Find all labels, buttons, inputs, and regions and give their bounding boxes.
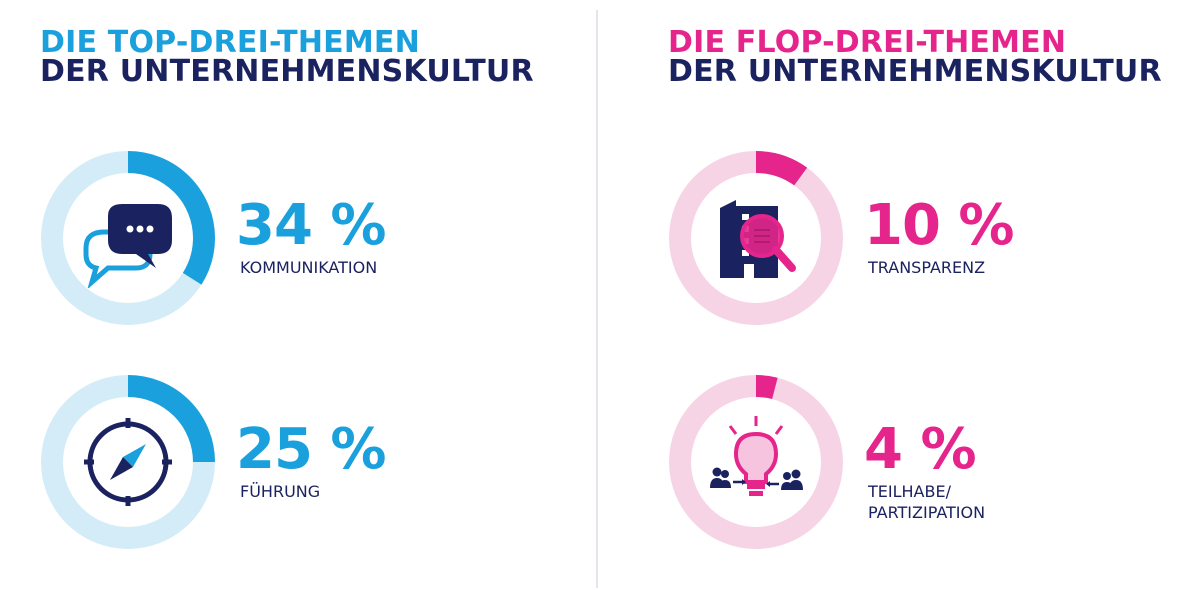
- top-heading-line1: DIE TOP-DREI-THEMEN: [40, 25, 420, 60]
- percent-kommunikation: 34 %: [236, 193, 387, 258]
- flop-heading-line2: DER UNTERNEHMENSKULTUR: [668, 54, 1162, 89]
- donut-chart-transparenz: [668, 150, 844, 326]
- donut-chart-teilhabe: [668, 374, 844, 550]
- donut-item-kommunikation: 34 % KOMMUNIKATION: [40, 150, 580, 330]
- building-magnifier-icon: [706, 188, 806, 288]
- flop-themes-panel: DIE FLOP-DREI-THEMEN DER UNTERNEHMENSKUL…: [668, 0, 1180, 590]
- chat-bubbles-icon: [78, 188, 178, 288]
- label-fuehrung: FÜHRUNG: [240, 482, 321, 501]
- compass-icon: [78, 412, 178, 512]
- label-kommunikation: KOMMUNIKATION: [240, 258, 378, 277]
- donut-value-arc-teilhabe: [669, 375, 843, 549]
- donut-item-transparenz: 10 % TRANSPARENZ: [668, 150, 1180, 330]
- percent-teilhabe: 4 %: [864, 417, 977, 482]
- flop-themes-heading: DIE FLOP-DREI-THEMEN DER UNTERNEHMENSKUL…: [668, 25, 1162, 89]
- donut-value-arc-transparenz: [669, 151, 843, 325]
- flop-heading-line1: DIE FLOP-DREI-THEMEN: [668, 25, 1067, 60]
- top-themes-panel: DIE TOP-DREI-THEMEN DER UNTERNEHMENSKULT…: [40, 0, 600, 590]
- top-heading-line2: DER UNTERNEHMENSKULTUR: [40, 54, 534, 89]
- percent-transparenz: 10 %: [864, 193, 1015, 258]
- donut-value-arc-kommunikation: [41, 151, 215, 325]
- donut-chart-kommunikation: [40, 150, 216, 326]
- donut-item-fuehrung: 25 % FÜHRUNG: [40, 374, 580, 554]
- label-transparenz: TRANSPARENZ: [868, 258, 986, 277]
- donut-chart-fuehrung: [40, 374, 216, 550]
- label-teilhabe: TEILHABE/ PARTIZIPATION: [868, 482, 986, 522]
- top-themes-heading: DIE TOP-DREI-THEMEN DER UNTERNEHMENSKULT…: [40, 25, 534, 89]
- panel-divider: [596, 10, 598, 588]
- donut-value-arc-fuehrung: [41, 375, 215, 549]
- donut-item-teilhabe: 4 % TEILHABE/ PARTIZIPATION: [668, 374, 1180, 554]
- percent-fuehrung: 25 %: [236, 417, 387, 482]
- lightbulb-people-icon: [706, 412, 806, 512]
